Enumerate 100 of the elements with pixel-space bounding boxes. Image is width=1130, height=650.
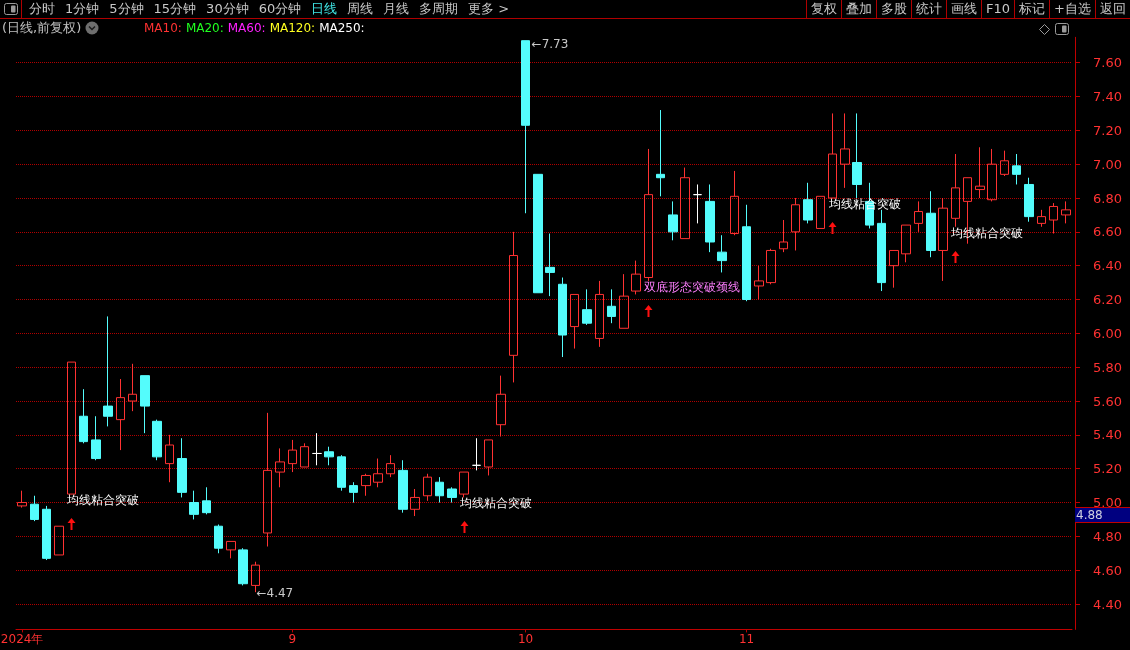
candlestick <box>521 40 530 214</box>
candlestick <box>386 454 395 478</box>
y-tick-label: 6.60 <box>1093 224 1122 240</box>
candlestick <box>300 442 309 468</box>
annotation: 均线粘合突破 <box>460 495 533 512</box>
candlestick <box>828 112 837 199</box>
candlestick <box>791 197 800 251</box>
y-tick-label: 5.40 <box>1093 427 1122 443</box>
text: 5分钟 <box>109 0 144 18</box>
candlestick <box>914 200 923 233</box>
candlestick <box>975 146 985 199</box>
candlestick <box>42 505 51 561</box>
candlestick <box>1012 153 1021 185</box>
text: F10 <box>981 0 1015 18</box>
y-tick-label: 5.20 <box>1093 461 1122 477</box>
candlestick <box>91 415 101 461</box>
candlestick <box>742 204 751 302</box>
candlestick <box>877 209 886 292</box>
text: 月线 <box>383 0 410 18</box>
candlestick <box>987 148 997 202</box>
candlestick <box>17 490 27 509</box>
y-tick-label: 4.80 <box>1093 528 1122 544</box>
x-tick-label: 2024年 <box>0 632 44 647</box>
candlestick <box>103 315 113 427</box>
candlestick <box>324 446 334 466</box>
chart-title: (日线,前复权) <box>1 19 82 37</box>
candlestick <box>398 459 408 514</box>
candlestick <box>840 112 850 189</box>
y-tick-label: 5.80 <box>1093 359 1122 375</box>
candlestick <box>116 378 125 451</box>
candlestick <box>754 265 764 301</box>
candlestick <box>705 183 715 253</box>
annotation: ←7.73 <box>531 35 569 52</box>
text: 15分钟 <box>153 0 197 18</box>
candlestick <box>926 190 936 258</box>
candlestick <box>717 234 727 273</box>
candlestick <box>312 432 322 466</box>
annotation: 双底形态突破颈线 <box>644 278 741 295</box>
text: 多股 <box>876 0 912 18</box>
candlestick <box>410 488 420 517</box>
legend-label: MA120: <box>269 20 316 36</box>
text: 30分钟 <box>206 0 249 18</box>
text: 叠加 <box>841 0 877 18</box>
candlestick <box>1037 209 1046 228</box>
candlestick <box>779 219 788 253</box>
x-tick-label: 10 <box>517 632 534 647</box>
candlestick <box>619 273 629 329</box>
text: 画线 <box>946 0 982 18</box>
candlestick <box>140 375 150 434</box>
candlestick <box>128 363 137 412</box>
text: 周线 <box>347 0 374 18</box>
candlestick <box>901 224 911 263</box>
candlestick <box>509 231 518 383</box>
candlestick <box>238 547 248 586</box>
y-tick-label: 7.20 <box>1093 122 1122 138</box>
text: 日线 <box>311 0 338 18</box>
candlestick <box>889 249 899 289</box>
y-tick-label: 4.40 <box>1093 596 1122 612</box>
y-tick-label: 7.60 <box>1093 55 1122 71</box>
y-tick-label: 6.00 <box>1093 325 1122 341</box>
candlestick <box>803 182 813 224</box>
candlestick <box>423 473 432 502</box>
candlestick <box>337 454 346 492</box>
candlestick <box>938 197 948 282</box>
text: 统计 <box>911 0 947 18</box>
candlestick <box>595 280 604 348</box>
candlestick <box>177 437 187 498</box>
text: 60分钟 <box>258 0 302 18</box>
y-tick-label: 6.80 <box>1093 190 1122 206</box>
candlestick <box>496 375 506 438</box>
text: 更多 > <box>468 0 510 18</box>
text: 多周期 <box>419 0 459 18</box>
candlestick <box>730 170 739 236</box>
candlestick <box>668 200 678 241</box>
annotation: 均线粘合突破 <box>67 492 140 509</box>
y-tick-label: 7.40 <box>1093 89 1122 105</box>
y-tick-label: 6.40 <box>1093 258 1122 274</box>
legend-label: MA60: <box>227 20 266 36</box>
candlestick <box>349 481 358 504</box>
candlestick <box>54 525 64 556</box>
candlestick <box>459 471 469 498</box>
candlestick <box>631 260 641 295</box>
candlestick <box>447 486 457 504</box>
candlestick <box>288 439 297 473</box>
candlestick <box>951 153 960 228</box>
candlestick <box>152 419 162 461</box>
candlestick <box>680 167 690 240</box>
y-tick-label: 5.60 <box>1093 393 1122 409</box>
candlestick <box>1049 202 1058 235</box>
candlestick <box>1024 177 1034 223</box>
candlestick <box>1000 150 1009 177</box>
candlestick <box>79 388 88 444</box>
legend-label: MA20: <box>185 20 224 36</box>
candlestick <box>214 524 223 554</box>
candlestick <box>202 486 211 515</box>
legend-label: MA10: <box>144 20 182 36</box>
y-tick-label: 6.20 <box>1093 292 1122 308</box>
candlestick <box>226 540 236 559</box>
candlestick <box>361 473 371 497</box>
candlestick <box>67 361 76 495</box>
